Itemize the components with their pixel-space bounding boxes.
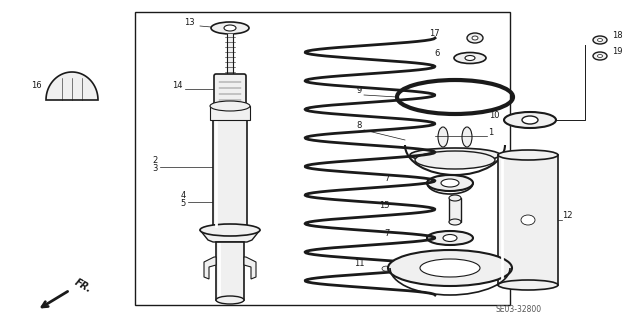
Ellipse shape: [498, 150, 558, 160]
Ellipse shape: [472, 36, 478, 40]
Text: SE03-32800: SE03-32800: [495, 305, 541, 314]
Ellipse shape: [213, 103, 247, 113]
Ellipse shape: [441, 179, 459, 187]
Ellipse shape: [388, 250, 512, 286]
Ellipse shape: [424, 269, 432, 274]
Ellipse shape: [465, 56, 475, 61]
Text: 1: 1: [488, 128, 493, 137]
Text: 14: 14: [173, 81, 183, 90]
Ellipse shape: [211, 22, 249, 34]
Ellipse shape: [415, 151, 495, 169]
Text: 5: 5: [180, 199, 186, 208]
Ellipse shape: [468, 269, 476, 274]
Ellipse shape: [224, 25, 236, 31]
Ellipse shape: [385, 267, 393, 272]
Ellipse shape: [593, 52, 607, 60]
Ellipse shape: [488, 268, 496, 273]
Ellipse shape: [216, 296, 244, 304]
Text: 8: 8: [356, 121, 362, 130]
Text: 3: 3: [152, 164, 158, 173]
Ellipse shape: [479, 269, 486, 274]
Bar: [210, 106, 250, 120]
Text: 18: 18: [612, 31, 623, 40]
Text: 12: 12: [562, 211, 573, 220]
Text: FR.: FR.: [73, 277, 93, 295]
Ellipse shape: [404, 268, 412, 273]
Ellipse shape: [510, 266, 518, 271]
Bar: [449, 198, 461, 222]
Ellipse shape: [449, 219, 461, 225]
Text: 15: 15: [380, 201, 390, 210]
Ellipse shape: [427, 175, 473, 191]
Ellipse shape: [521, 215, 535, 225]
Ellipse shape: [598, 55, 602, 57]
Bar: [216, 242, 244, 300]
Ellipse shape: [446, 269, 454, 274]
Ellipse shape: [504, 112, 556, 128]
Ellipse shape: [427, 231, 473, 245]
Ellipse shape: [502, 267, 510, 272]
Ellipse shape: [454, 53, 486, 63]
Ellipse shape: [413, 269, 422, 274]
Ellipse shape: [522, 116, 538, 124]
Ellipse shape: [598, 39, 602, 41]
Ellipse shape: [382, 266, 390, 271]
Text: 19: 19: [612, 47, 623, 56]
Ellipse shape: [507, 267, 515, 272]
Ellipse shape: [390, 267, 397, 272]
Ellipse shape: [593, 36, 607, 44]
Polygon shape: [46, 72, 98, 100]
Text: 9: 9: [356, 86, 362, 95]
FancyBboxPatch shape: [214, 74, 246, 110]
Text: 16: 16: [31, 81, 42, 90]
Ellipse shape: [498, 280, 558, 290]
Ellipse shape: [458, 269, 465, 274]
Ellipse shape: [443, 234, 457, 241]
Ellipse shape: [438, 127, 448, 147]
Text: 11: 11: [355, 259, 365, 268]
Polygon shape: [200, 230, 260, 242]
Ellipse shape: [410, 148, 500, 162]
Ellipse shape: [467, 33, 483, 43]
Ellipse shape: [396, 268, 404, 273]
Text: 10: 10: [490, 111, 500, 120]
Ellipse shape: [435, 269, 443, 274]
Polygon shape: [244, 257, 256, 279]
Ellipse shape: [449, 195, 461, 201]
Text: 7: 7: [385, 174, 390, 183]
Text: 7: 7: [385, 229, 390, 238]
Ellipse shape: [511, 265, 519, 271]
Bar: [498, 155, 558, 285]
Text: 17: 17: [429, 29, 440, 38]
Bar: [135, 12, 510, 305]
Ellipse shape: [420, 259, 480, 277]
Ellipse shape: [462, 127, 472, 147]
Text: 4: 4: [180, 191, 186, 200]
Text: 2: 2: [153, 156, 158, 165]
Text: 6: 6: [435, 49, 440, 58]
Text: 13: 13: [184, 18, 195, 27]
Ellipse shape: [496, 268, 504, 273]
Bar: [213, 108, 247, 230]
Polygon shape: [204, 257, 216, 279]
Ellipse shape: [200, 224, 260, 236]
Ellipse shape: [210, 101, 250, 111]
